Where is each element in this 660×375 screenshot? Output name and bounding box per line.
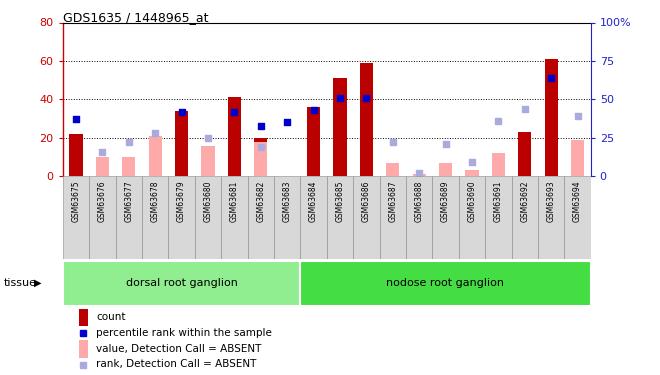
Point bbox=[123, 140, 134, 146]
Text: GSM63689: GSM63689 bbox=[441, 180, 450, 222]
Bar bbox=[459, 176, 485, 259]
Text: GSM63684: GSM63684 bbox=[309, 180, 318, 222]
Bar bbox=[538, 176, 564, 259]
Text: GSM63685: GSM63685 bbox=[335, 180, 345, 222]
Bar bbox=[432, 176, 459, 259]
Text: GSM63690: GSM63690 bbox=[467, 180, 477, 222]
Bar bbox=[221, 176, 248, 259]
Text: tissue: tissue bbox=[3, 278, 36, 288]
Text: GSM63680: GSM63680 bbox=[203, 180, 213, 222]
Bar bbox=[333, 78, 346, 176]
Point bbox=[176, 109, 187, 115]
Bar bbox=[406, 176, 432, 259]
Bar bbox=[300, 261, 591, 306]
Bar bbox=[63, 176, 89, 259]
Bar bbox=[544, 59, 558, 176]
Point bbox=[97, 148, 108, 154]
Bar bbox=[228, 98, 241, 176]
Point bbox=[440, 141, 451, 147]
Bar bbox=[254, 142, 267, 176]
Text: GSM63687: GSM63687 bbox=[388, 180, 397, 222]
Text: GSM63678: GSM63678 bbox=[150, 180, 160, 222]
Point bbox=[414, 170, 424, 176]
Text: GSM63694: GSM63694 bbox=[573, 180, 582, 222]
Bar bbox=[360, 63, 373, 176]
Bar bbox=[307, 107, 320, 176]
Bar bbox=[492, 153, 505, 176]
Bar bbox=[248, 176, 274, 259]
Bar bbox=[89, 176, 116, 259]
Bar bbox=[122, 157, 135, 176]
Bar bbox=[564, 176, 591, 259]
Text: GSM63691: GSM63691 bbox=[494, 180, 503, 222]
Point bbox=[572, 113, 583, 119]
Text: percentile rank within the sample: percentile rank within the sample bbox=[96, 328, 272, 338]
Point bbox=[255, 123, 266, 129]
Bar bbox=[254, 138, 267, 176]
Bar bbox=[96, 157, 109, 176]
Point bbox=[519, 106, 530, 112]
Text: GSM63682: GSM63682 bbox=[256, 180, 265, 222]
Bar bbox=[274, 176, 300, 259]
Bar bbox=[63, 261, 300, 306]
Bar bbox=[195, 176, 221, 259]
Text: GSM63681: GSM63681 bbox=[230, 180, 239, 222]
Text: GDS1635 / 1448965_at: GDS1635 / 1448965_at bbox=[63, 11, 208, 24]
Text: GSM63676: GSM63676 bbox=[98, 180, 107, 222]
Bar bbox=[571, 140, 584, 176]
Point bbox=[335, 95, 345, 101]
Bar bbox=[485, 176, 512, 259]
Bar bbox=[69, 134, 82, 176]
Text: GSM63679: GSM63679 bbox=[177, 180, 186, 222]
Bar bbox=[300, 176, 327, 259]
Text: GSM63686: GSM63686 bbox=[362, 180, 371, 222]
Bar bbox=[512, 176, 538, 259]
Point bbox=[387, 140, 398, 146]
Bar bbox=[168, 176, 195, 259]
Bar bbox=[439, 163, 452, 176]
Bar bbox=[79, 340, 88, 358]
Text: ▶: ▶ bbox=[34, 278, 42, 288]
Bar bbox=[175, 111, 188, 176]
Point bbox=[229, 109, 240, 115]
Bar bbox=[79, 308, 88, 326]
Bar bbox=[379, 176, 406, 259]
Point bbox=[467, 159, 477, 165]
Bar bbox=[386, 163, 399, 176]
Point bbox=[493, 118, 504, 124]
Text: GSM63692: GSM63692 bbox=[520, 180, 529, 222]
Text: value, Detection Call = ABSENT: value, Detection Call = ABSENT bbox=[96, 344, 261, 354]
Text: GSM63677: GSM63677 bbox=[124, 180, 133, 222]
Point bbox=[361, 95, 372, 101]
Bar bbox=[353, 176, 380, 259]
Point bbox=[150, 130, 160, 136]
Bar bbox=[115, 176, 142, 259]
Bar bbox=[201, 146, 214, 176]
Point bbox=[308, 107, 319, 113]
Text: dorsal root ganglion: dorsal root ganglion bbox=[125, 278, 238, 288]
Point bbox=[546, 75, 556, 81]
Bar bbox=[412, 174, 426, 176]
Bar bbox=[148, 136, 162, 176]
Bar bbox=[142, 176, 168, 259]
Point bbox=[255, 144, 266, 150]
Text: GSM63675: GSM63675 bbox=[71, 180, 81, 222]
Text: rank, Detection Call = ABSENT: rank, Detection Call = ABSENT bbox=[96, 360, 256, 369]
Text: GSM63688: GSM63688 bbox=[414, 180, 424, 222]
Bar bbox=[518, 132, 531, 176]
Text: GSM63693: GSM63693 bbox=[546, 180, 556, 222]
Text: count: count bbox=[96, 312, 125, 322]
Bar bbox=[465, 171, 478, 176]
Text: GSM63683: GSM63683 bbox=[282, 180, 292, 222]
Bar bbox=[327, 176, 353, 259]
Text: nodose root ganglion: nodose root ganglion bbox=[387, 278, 504, 288]
Point bbox=[282, 119, 292, 125]
Point bbox=[203, 135, 213, 141]
Point bbox=[71, 116, 81, 122]
